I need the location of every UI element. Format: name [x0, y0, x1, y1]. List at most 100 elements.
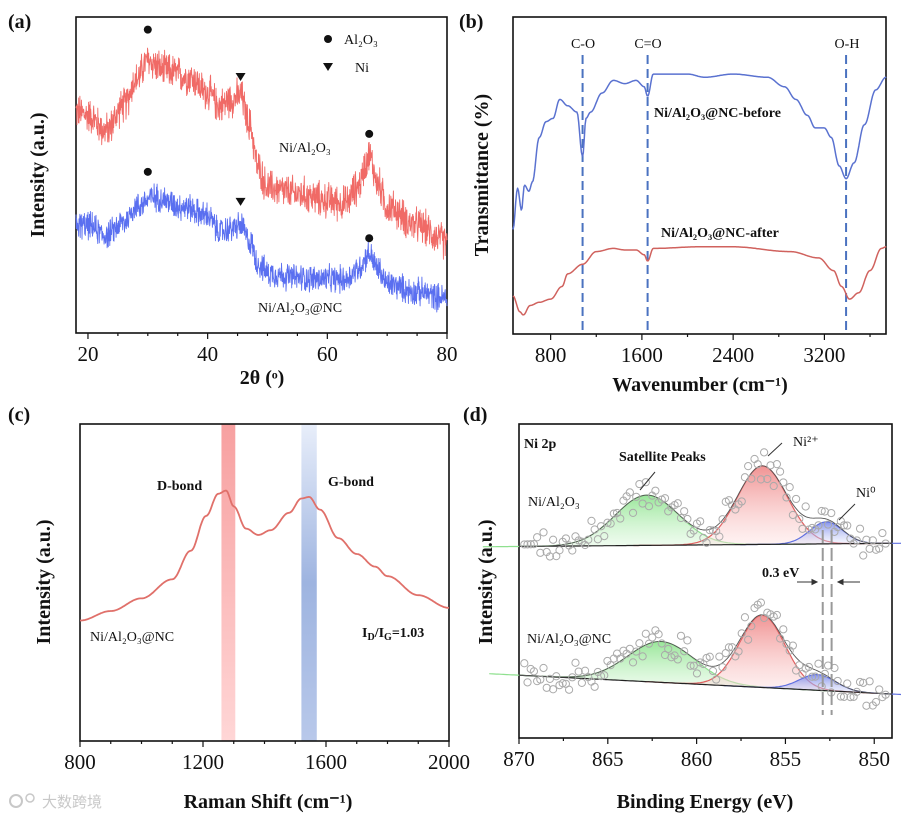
- c-d-band-label: D-bond: [157, 479, 202, 494]
- ftir-series-line: [512, 73, 887, 230]
- watermark: 大数跨境: [9, 793, 102, 811]
- c-sample-label: Ni/Al₂O₃@NC: [90, 630, 174, 645]
- xps-data-point: [539, 663, 548, 673]
- xps-data-point: [686, 661, 695, 670]
- d-ni0-label: Ni⁰: [856, 486, 876, 501]
- xps-data-point: [817, 506, 826, 516]
- xps-data-point: [616, 654, 625, 663]
- c-plot-frame: [79, 423, 450, 742]
- xps-data-point: [660, 494, 670, 503]
- xps-data-point: [852, 536, 861, 545]
- panel-c-raman: 800 1200 1600 2000: [64, 423, 470, 774]
- d-y-axis-title: Intensity (a.u.): [475, 519, 497, 644]
- b-x-tick-label: 800: [535, 343, 567, 367]
- xps-data-point: [859, 551, 868, 560]
- xps-data-point: [881, 539, 890, 548]
- xps-data-point: [638, 652, 647, 661]
- ni-marker-triangle-icon: [235, 197, 246, 206]
- b-c-eq-o-label: C=O: [634, 37, 661, 52]
- xps-data-point: [555, 546, 564, 555]
- al2o3-marker-circle-icon: [365, 129, 374, 138]
- xps-data-point: [657, 639, 666, 648]
- xps-data-point: [779, 478, 788, 487]
- xps-data-point: [766, 461, 775, 470]
- c-x-tick-label: 2000: [428, 750, 470, 774]
- xps-data-point: [820, 507, 829, 516]
- xps-data-point: [529, 667, 539, 676]
- a-legend-al2o3: Al₂O₃: [344, 33, 378, 48]
- xps-data-point: [753, 460, 762, 469]
- xps-data-point: [875, 685, 884, 694]
- xps-data-point: [542, 683, 551, 692]
- raman-g-band-highlight: [301, 424, 317, 741]
- ftir-series-line: [512, 246, 887, 316]
- xps-data-point: [539, 528, 548, 537]
- xps-data-point: [603, 518, 612, 527]
- ni0-arrow-icon: [838, 503, 856, 521]
- d-region-label: Ni 2p: [524, 437, 557, 452]
- xps-data-point: [715, 532, 724, 541]
- xps-data-point: [628, 658, 638, 667]
- xps-data-point: [782, 493, 791, 502]
- xps-data-point: [788, 641, 797, 650]
- a-x-axis-title: 2θ (ᵒ): [240, 367, 285, 389]
- xps-data-point: [862, 535, 871, 544]
- xps-data-point: [881, 690, 890, 699]
- al2o3-marker-circle-icon: [365, 234, 374, 243]
- d-plot-frame: [518, 423, 893, 739]
- xps-data-point: [600, 532, 609, 541]
- xps-data-point: [769, 481, 778, 491]
- xps-data-point: [568, 546, 577, 555]
- satellite-arrow-icon: [639, 471, 656, 491]
- xps-data-point: [839, 521, 849, 530]
- c-y-axis-title: Intensity (a.u.): [33, 519, 55, 644]
- xps-data-point: [580, 666, 590, 675]
- xps-data-point: [795, 514, 804, 523]
- xps-data-point: [871, 697, 881, 707]
- xps-data-point: [708, 526, 718, 535]
- xps-data-point: [641, 478, 650, 487]
- d-x-axis-title: Binding Energy (eV): [617, 791, 794, 813]
- b-x-tick-label: 2400: [712, 343, 754, 367]
- xps-data-point: [833, 676, 842, 686]
- xps-data-point: [715, 652, 724, 661]
- xps-data-point: [523, 678, 532, 687]
- xps-data-point: [756, 598, 766, 607]
- xps-data-point: [644, 502, 654, 511]
- xps-data-point: [788, 510, 797, 520]
- xps-data-point: [545, 552, 555, 561]
- xps-data-point: [734, 647, 743, 656]
- xps-data-point: [740, 613, 750, 622]
- xps-data-point: [823, 520, 833, 529]
- panel-d-xps: 870 865 860 855 850: [482, 423, 901, 771]
- xps-data-point: [625, 488, 634, 497]
- xps-data-point: [855, 677, 865, 687]
- xps-data-point: [593, 535, 602, 544]
- xps-data-point: [702, 538, 711, 547]
- xps-data-point: [785, 483, 794, 492]
- xps-data-point: [820, 669, 829, 678]
- xps-data-point: [673, 655, 682, 664]
- xps-data-point: [776, 467, 785, 476]
- a-plot-frame: [75, 16, 448, 334]
- xps-data-point: [817, 682, 826, 691]
- xps-data-point: [606, 661, 615, 670]
- xps-data-point: [549, 535, 558, 544]
- b-plot-frame: [512, 16, 887, 335]
- xps-data-point: [526, 540, 535, 549]
- watermark-logo-icon: [25, 793, 35, 803]
- xps-data-point: [836, 692, 845, 701]
- xps-data-point: [558, 679, 567, 688]
- xps-envelope-line: [519, 465, 892, 547]
- al2o3-marker-circle-icon: [143, 167, 152, 176]
- xps-data-point: [683, 514, 692, 524]
- xps-data-point: [801, 502, 810, 511]
- xps-data-point: [590, 682, 599, 691]
- xps-data-point: [744, 462, 753, 471]
- xps-data-point: [689, 661, 698, 670]
- xps-data-point: [772, 610, 782, 620]
- d-series2-label: Ni/Al₂O₃@NC: [527, 632, 611, 647]
- c-x-axis-title: Raman Shift (cm⁻¹): [184, 791, 353, 813]
- b-oh-label: O-H: [835, 37, 860, 52]
- xps-data-point: [584, 535, 593, 544]
